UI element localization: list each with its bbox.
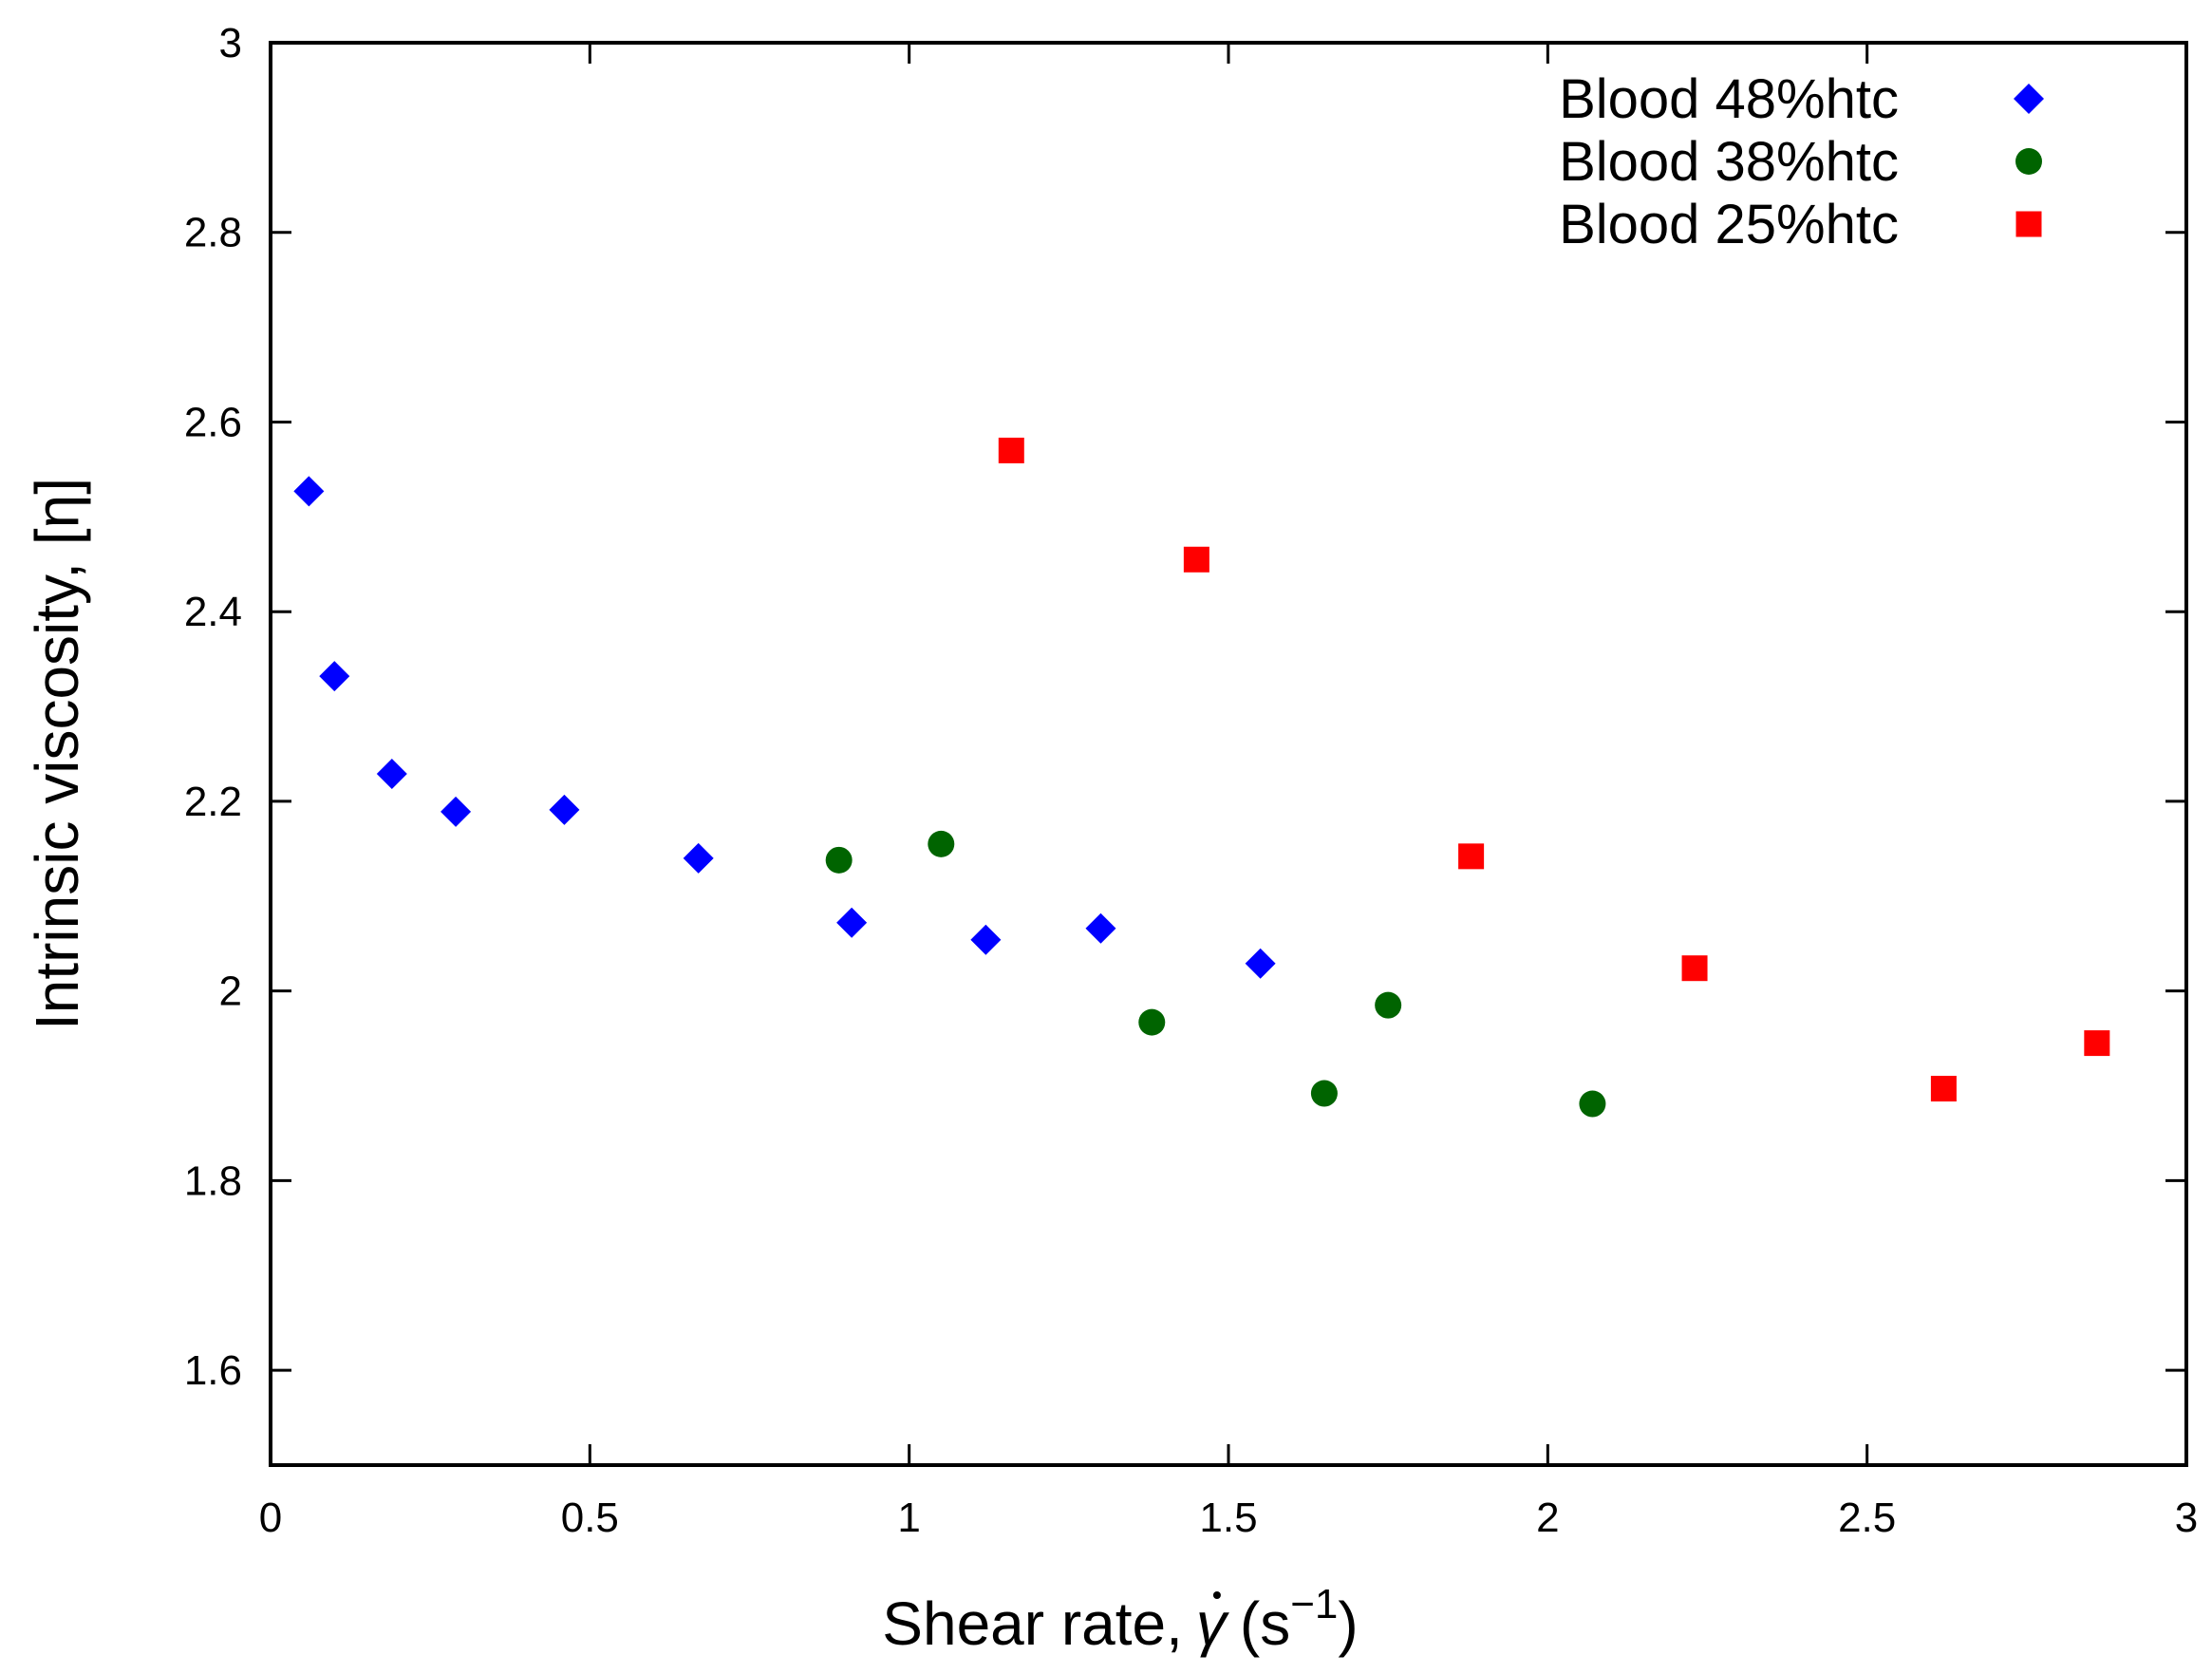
data-point [441, 796, 472, 827]
legend-label: Blood 48%htc [1559, 68, 1899, 130]
x-axis-title-unit-open: (s [1240, 1589, 1290, 1658]
y-tick-label: 2.8 [184, 210, 242, 256]
gamma-dot-accent [1212, 1591, 1221, 1599]
data-point [549, 794, 580, 825]
data-point [928, 830, 955, 857]
data-point [683, 842, 714, 874]
legend-marker [2014, 84, 2044, 114]
x-tick-label: 3 [2175, 1495, 2198, 1541]
y-tick-label: 2.2 [184, 779, 242, 825]
data-points [293, 437, 2110, 1118]
data-point [998, 437, 1024, 463]
data-point [2084, 1030, 2110, 1057]
x-axis-title-unit-close: ) [1338, 1589, 1358, 1658]
x-axis-title-symbol: γ [1196, 1589, 1230, 1658]
x-tick-label: 1 [897, 1495, 920, 1541]
data-point [1310, 1080, 1338, 1107]
x-axis-title-unit-exponent: −1 [1290, 1581, 1338, 1627]
y-axis-title: Intrinsic viscosity, [η] [23, 478, 91, 1030]
data-point [970, 924, 1002, 955]
x-tick-label: 2 [1536, 1495, 1559, 1541]
y-tick-label: 1.6 [184, 1347, 242, 1394]
y-tick-label: 2.6 [184, 399, 242, 445]
axis-tick-labels: 0 0.5 1 1.5 2 2.5 3 1.6 1.8 2 2.2 2.4 2.6 2.8 3 [184, 20, 2198, 1541]
data-point [293, 476, 325, 507]
y-tick-label: 2 [219, 969, 242, 1015]
data-point [319, 661, 350, 692]
data-point [1375, 991, 1402, 1019]
legend-marker [2015, 211, 2042, 237]
data-point [1245, 948, 1276, 979]
axis-ticks [269, 41, 2188, 1465]
x-axis-title-prefix: Shear rate, [882, 1589, 1183, 1658]
plot-frame [269, 41, 2188, 1467]
x-tick-label: 0 [259, 1495, 282, 1541]
series-3 [998, 437, 2110, 1102]
data-point [1681, 955, 1708, 982]
data-point [1183, 546, 1209, 573]
data-point [1930, 1076, 1957, 1102]
series-2 [825, 830, 1606, 1118]
data-point [1085, 912, 1116, 944]
y-tick-label: 3 [219, 20, 242, 66]
legend-marker [2015, 148, 2042, 175]
data-point [836, 907, 868, 938]
data-point [825, 846, 853, 874]
series-1 [293, 476, 1276, 979]
x-axis-title: Shear rate, γ (s−1) [882, 1581, 1358, 1658]
y-tick-label: 2.4 [184, 589, 242, 635]
data-point [1138, 1008, 1166, 1036]
data-point [376, 758, 407, 789]
x-tick-label: 2.5 [1838, 1495, 1896, 1541]
x-tick-label: 0.5 [561, 1495, 619, 1541]
data-point [1579, 1090, 1606, 1118]
data-point [1458, 843, 1485, 870]
legend-label: Blood 25%htc [1559, 194, 1899, 255]
legend-label: Blood 38%htc [1559, 131, 1899, 193]
y-tick-label: 1.8 [184, 1157, 242, 1204]
x-tick-label: 1.5 [1199, 1495, 1257, 1541]
